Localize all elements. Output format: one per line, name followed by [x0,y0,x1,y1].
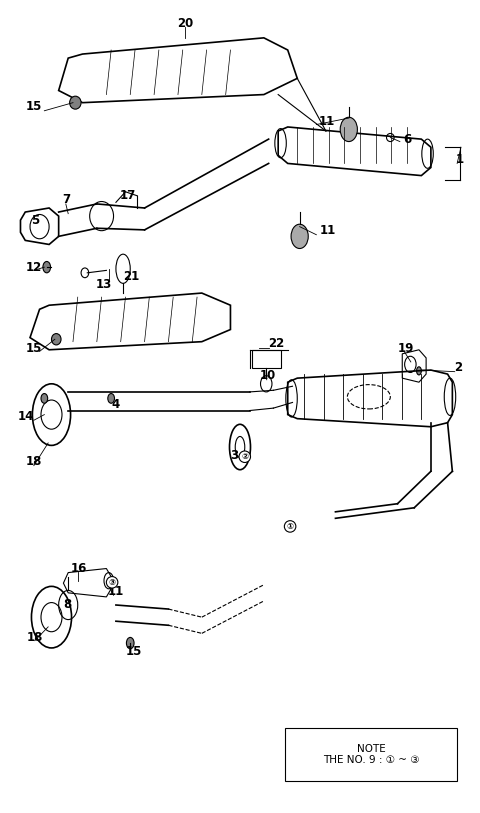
Text: 15: 15 [25,341,42,354]
Text: 11: 11 [319,115,335,128]
Text: ①: ① [287,522,294,531]
Text: 20: 20 [177,17,193,30]
Text: 22: 22 [268,337,284,350]
Text: 1: 1 [456,153,464,166]
Text: 15: 15 [25,100,42,113]
Text: 7: 7 [62,193,70,207]
Text: 2: 2 [455,361,463,374]
Text: 17: 17 [120,189,136,202]
Ellipse shape [43,262,50,273]
Text: 15: 15 [126,645,142,658]
Text: 11: 11 [108,585,124,598]
Text: 18: 18 [26,631,43,644]
Bar [285,728,457,780]
Ellipse shape [70,96,81,109]
Text: ②: ② [241,452,248,461]
Text: 14: 14 [18,410,35,423]
Text: NOTE
THE NO. 9 : ① ~ ③: NOTE THE NO. 9 : ① ~ ③ [323,744,420,765]
Text: 5: 5 [31,214,39,227]
Bar [252,350,281,367]
Text: 6: 6 [403,133,411,146]
Text: 16: 16 [71,562,87,575]
Ellipse shape [51,333,61,345]
Text: 21: 21 [123,271,139,284]
Text: 8: 8 [63,598,72,611]
Text: 18: 18 [25,455,42,468]
Text: 10: 10 [260,369,276,382]
Text: 3: 3 [230,449,239,462]
Ellipse shape [41,393,48,403]
Ellipse shape [291,224,308,249]
Ellipse shape [417,367,421,375]
Text: ③: ③ [108,578,116,587]
Ellipse shape [126,637,134,649]
Text: 13: 13 [96,278,112,291]
Text: 11: 11 [320,224,336,237]
Text: 12: 12 [26,261,42,274]
Ellipse shape [108,393,115,403]
Text: 4: 4 [112,398,120,411]
Ellipse shape [340,117,358,141]
Text: 19: 19 [398,341,414,354]
